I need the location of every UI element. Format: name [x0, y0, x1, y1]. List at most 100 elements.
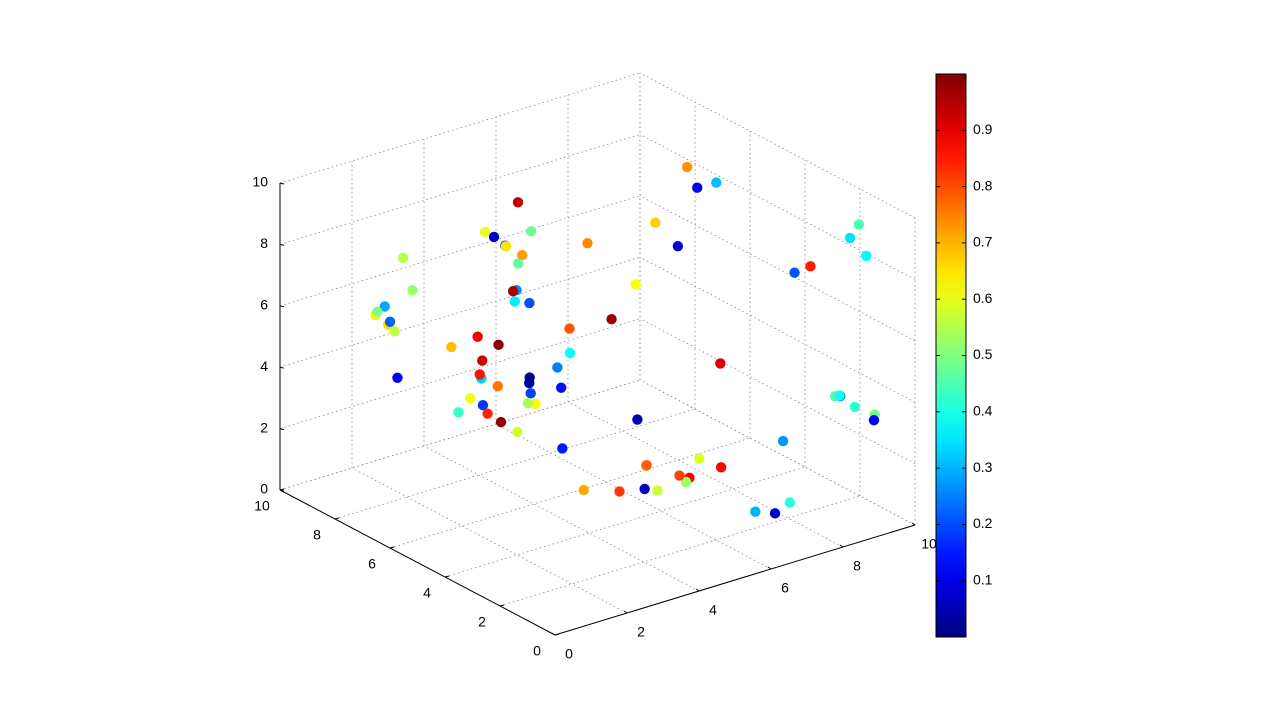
grid-line	[389, 437, 751, 549]
point	[777, 435, 789, 447]
grid-line	[279, 379, 641, 491]
y-tick	[334, 517, 340, 520]
point	[522, 397, 534, 409]
grid-line	[639, 379, 916, 526]
point	[650, 217, 661, 228]
point	[474, 369, 485, 380]
point	[672, 240, 684, 252]
point	[453, 407, 464, 418]
z-tick-label: 0	[260, 481, 268, 497]
y-axis	[279, 489, 556, 636]
grid-line	[639, 134, 916, 280]
x-tick-label: 0	[565, 646, 573, 662]
point	[379, 301, 390, 312]
grid-line	[639, 318, 916, 464]
point	[868, 415, 880, 426]
z-tick-label: 6	[260, 297, 268, 313]
point	[674, 470, 685, 481]
z-tick-label: 2	[260, 419, 268, 435]
colorbar-tick-label: 0.9	[973, 121, 993, 137]
colorbar-tick-label: 0.8	[973, 177, 993, 193]
z-tick-label: 4	[260, 358, 268, 374]
z-tick	[279, 489, 285, 492]
point	[750, 506, 761, 517]
point	[769, 508, 781, 519]
point	[630, 279, 641, 290]
point	[372, 306, 383, 318]
point	[692, 182, 703, 193]
x-tick	[551, 632, 556, 636]
point	[482, 408, 493, 419]
x-axis	[554, 524, 916, 636]
y-tick-label: 6	[368, 556, 376, 572]
point	[632, 414, 643, 425]
y-tick-label: 10	[254, 498, 270, 514]
point	[512, 426, 523, 438]
point	[849, 401, 861, 413]
grid-line	[499, 495, 861, 607]
point	[525, 226, 537, 237]
y-tick	[389, 546, 395, 549]
point	[641, 460, 652, 471]
point	[492, 380, 503, 392]
grid-line	[423, 445, 700, 592]
point	[834, 390, 845, 401]
x-tick	[623, 610, 628, 614]
grid-line	[567, 401, 844, 548]
point	[805, 261, 816, 272]
point	[446, 341, 457, 353]
colorbar: 0.1 0.2 0.3 0.4 0.5 0.6 0.7 0.8 0.9	[935, 73, 993, 638]
colorbar-tick-label: 0.4	[973, 403, 993, 419]
z-tick-label: 8	[260, 235, 268, 251]
colorbar-tick-label: 0.3	[973, 459, 993, 475]
colorbar-tick-label: 0.7	[973, 234, 993, 250]
point	[465, 393, 476, 404]
point	[711, 177, 722, 188]
point	[500, 241, 512, 252]
grid	[279, 72, 916, 636]
point	[680, 476, 692, 488]
y-tick-label: 0	[533, 643, 541, 659]
grid-line	[639, 195, 916, 342]
x-tick-label: 8	[853, 558, 861, 574]
point	[694, 453, 705, 464]
point	[495, 416, 507, 428]
point	[472, 331, 483, 342]
z-tick-label: 10	[252, 174, 268, 190]
point	[844, 232, 856, 244]
point	[784, 497, 796, 508]
point	[861, 250, 872, 262]
point	[479, 226, 491, 238]
grid-line	[639, 256, 916, 403]
point	[614, 486, 625, 497]
x-tick	[695, 588, 700, 592]
x-tick	[839, 544, 844, 548]
colorbar-tick-label: 0.2	[973, 515, 993, 531]
point	[477, 399, 489, 411]
grid-line	[495, 423, 772, 570]
x-tick-label: 2	[637, 624, 645, 640]
point	[397, 252, 409, 263]
grid-line	[639, 379, 916, 526]
point	[509, 296, 520, 307]
point	[507, 285, 519, 297]
grid-line	[334, 408, 696, 520]
point	[524, 297, 535, 309]
y-tick	[499, 604, 505, 607]
point	[552, 362, 563, 373]
grid-line	[279, 134, 641, 245]
colorbar-tick-label: 0.1	[973, 571, 993, 587]
point	[578, 484, 589, 496]
z-tick	[279, 428, 285, 431]
point	[525, 388, 536, 399]
point	[582, 237, 593, 249]
colorbar-tick-label: 0.6	[973, 290, 993, 306]
point	[681, 161, 693, 173]
point	[516, 249, 528, 261]
y-tick-label: 2	[478, 614, 486, 630]
point	[557, 443, 568, 454]
z-tick	[279, 366, 285, 369]
grid-line	[279, 72, 641, 184]
y-tick	[554, 633, 560, 636]
